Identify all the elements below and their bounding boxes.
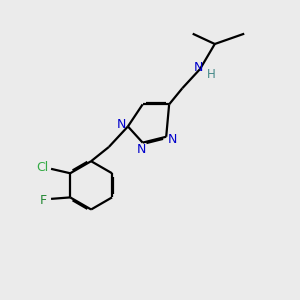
Text: H: H <box>207 68 216 81</box>
Text: N: N <box>194 61 203 74</box>
Text: Cl: Cl <box>36 161 48 174</box>
Text: F: F <box>40 194 47 207</box>
Text: N: N <box>136 142 146 156</box>
Text: N: N <box>168 133 177 146</box>
Text: N: N <box>117 118 126 130</box>
